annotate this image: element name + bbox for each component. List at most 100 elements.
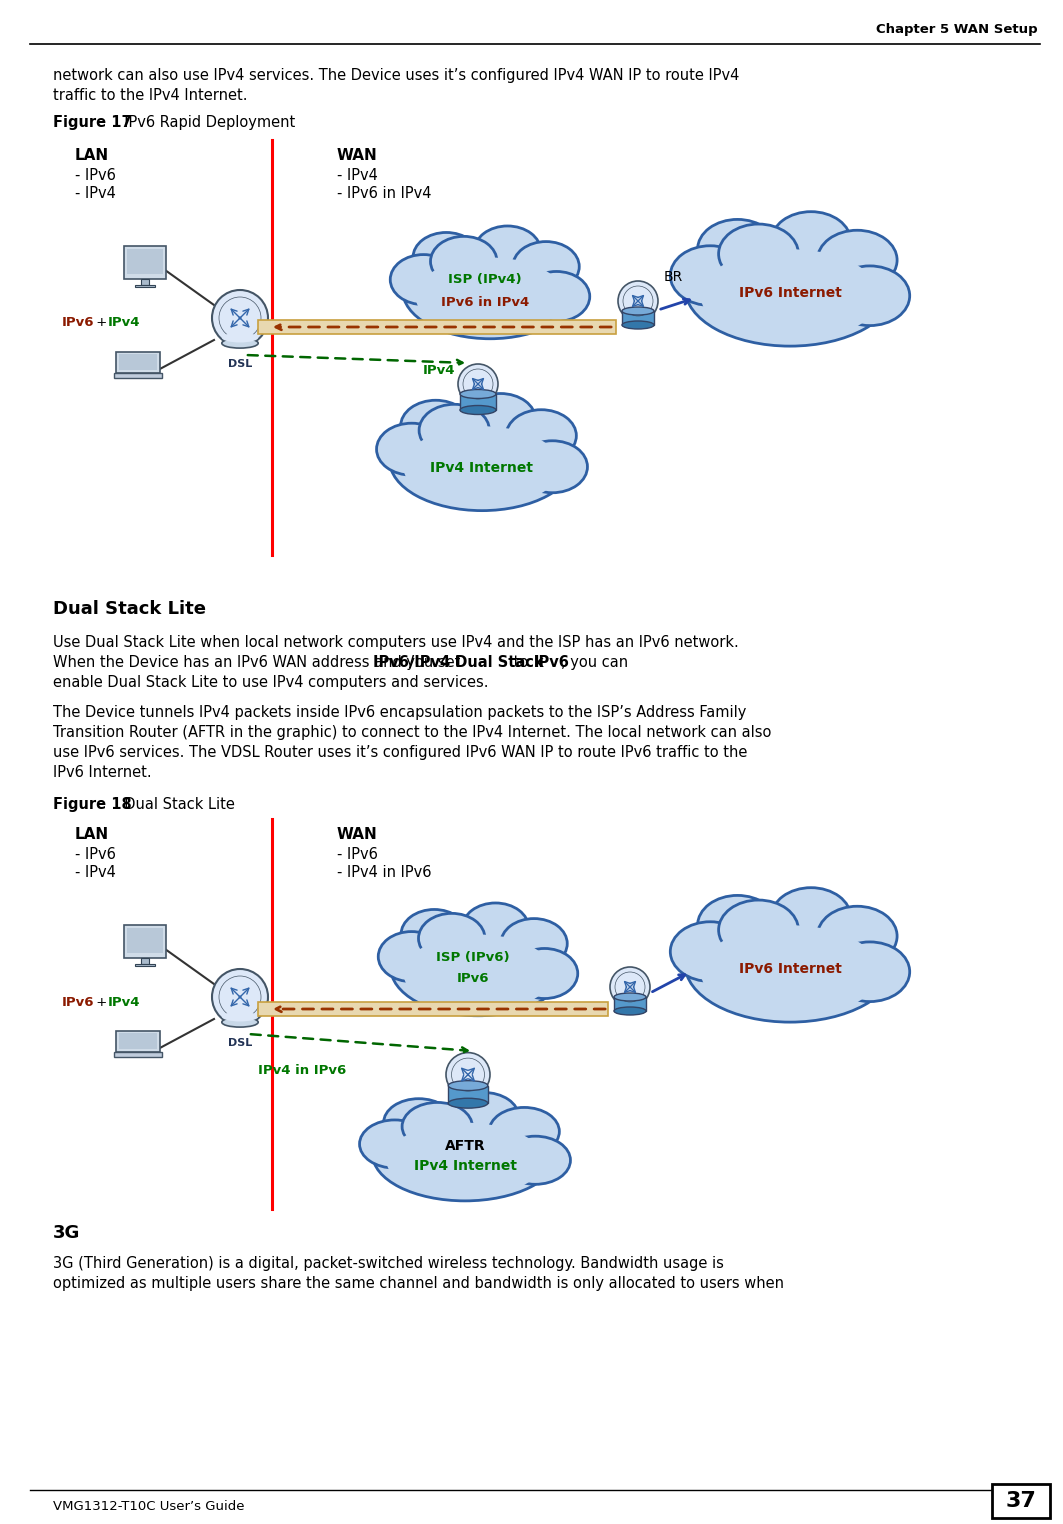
- Ellipse shape: [386, 1123, 543, 1198]
- Bar: [135, 963, 155, 966]
- Text: 3G (Third Generation) is a digital, packet-switched wireless technology. Bandwid: 3G (Third Generation) is a digital, pack…: [53, 1256, 724, 1271]
- Text: 3G: 3G: [53, 1224, 81, 1242]
- Text: The Device tunnels IPv4 packets inside IPv6 encapsulation packets to the ISP’s A: The Device tunnels IPv4 packets inside I…: [53, 706, 746, 719]
- Text: - IPv6: - IPv6: [75, 168, 116, 183]
- Ellipse shape: [719, 224, 798, 283]
- Ellipse shape: [830, 942, 910, 1001]
- Text: - IPv6 in IPv4: - IPv6 in IPv4: [337, 186, 432, 201]
- Text: IPv6 in IPv4: IPv6 in IPv4: [441, 296, 529, 308]
- Ellipse shape: [222, 338, 258, 347]
- Ellipse shape: [376, 424, 446, 475]
- Ellipse shape: [489, 1108, 559, 1155]
- Text: Dual Stack Lite: Dual Stack Lite: [115, 797, 235, 812]
- Ellipse shape: [460, 405, 496, 415]
- Ellipse shape: [719, 901, 798, 960]
- Text: ISP (IPv4): ISP (IPv4): [449, 273, 522, 287]
- Text: Use Dual Stack Lite when local network computers use IPv4 and the ISP has an IPv: Use Dual Stack Lite when local network c…: [53, 636, 739, 651]
- Ellipse shape: [685, 230, 895, 346]
- Text: network can also use IPv4 services. The Device uses it’s configured IPv4 WAN IP : network can also use IPv4 services. The …: [53, 69, 740, 82]
- Ellipse shape: [431, 236, 497, 287]
- Ellipse shape: [449, 1099, 488, 1108]
- Text: 37: 37: [1006, 1490, 1036, 1510]
- Ellipse shape: [771, 212, 850, 271]
- Text: - IPv4 in IPv6: - IPv4 in IPv6: [337, 866, 432, 879]
- Ellipse shape: [384, 1099, 454, 1148]
- Ellipse shape: [697, 219, 777, 279]
- Bar: [114, 1052, 162, 1056]
- Text: Transition Router (AFTR in the graphic) to connect to the IPv4 Internet. The loc: Transition Router (AFTR in the graphic) …: [53, 725, 772, 741]
- Ellipse shape: [685, 905, 895, 1023]
- Text: to: to: [509, 655, 533, 671]
- Ellipse shape: [378, 931, 444, 981]
- Ellipse shape: [389, 410, 574, 511]
- Bar: [622, 311, 654, 325]
- Bar: [460, 395, 496, 410]
- Text: - IPv4: - IPv4: [75, 866, 116, 879]
- Ellipse shape: [222, 1018, 258, 1027]
- Ellipse shape: [817, 907, 897, 966]
- Bar: [449, 1085, 488, 1103]
- Text: IPv4: IPv4: [108, 995, 140, 1009]
- Text: Figure 18: Figure 18: [53, 797, 132, 812]
- Text: traffic to the IPv4 Internet.: traffic to the IPv4 Internet.: [53, 88, 248, 104]
- Text: Chapter 5 WAN Setup: Chapter 5 WAN Setup: [876, 23, 1037, 37]
- Ellipse shape: [512, 242, 579, 291]
- Ellipse shape: [419, 913, 485, 963]
- Ellipse shape: [416, 258, 564, 335]
- Text: IPv6: IPv6: [534, 655, 570, 671]
- Ellipse shape: [518, 440, 588, 492]
- Ellipse shape: [449, 1093, 519, 1140]
- Text: Figure 17: Figure 17: [53, 114, 132, 130]
- Circle shape: [458, 364, 497, 404]
- Bar: [135, 285, 155, 288]
- Circle shape: [212, 290, 268, 346]
- Bar: [124, 925, 166, 957]
- Text: IPv6/IPv4 Dual Stack: IPv6/IPv4 Dual Stack: [373, 655, 543, 671]
- Bar: [126, 248, 163, 274]
- Ellipse shape: [817, 230, 897, 290]
- Bar: [141, 957, 149, 963]
- Ellipse shape: [622, 306, 654, 315]
- Ellipse shape: [506, 410, 576, 462]
- Ellipse shape: [222, 332, 258, 343]
- Text: IPv6 Internet: IPv6 Internet: [739, 287, 842, 300]
- Text: BR: BR: [664, 270, 684, 283]
- Bar: [116, 352, 161, 373]
- Text: IPv4: IPv4: [423, 364, 456, 376]
- Text: - IPv6: - IPv6: [337, 847, 377, 863]
- Text: IPv6: IPv6: [457, 972, 489, 986]
- Text: VMG1312-T10C User’s Guide: VMG1312-T10C User’s Guide: [53, 1500, 244, 1513]
- Text: IPv6 Internet.: IPv6 Internet.: [53, 765, 152, 780]
- FancyArrow shape: [258, 320, 615, 334]
- Text: enable Dual Stack Lite to use IPv4 computers and services.: enable Dual Stack Lite to use IPv4 compu…: [53, 675, 489, 690]
- Ellipse shape: [671, 922, 750, 981]
- Text: When the Device has an IPv6 WAN address and you set: When the Device has an IPv6 WAN address …: [53, 655, 465, 671]
- Text: use IPv6 services. The VDSL Router uses it’s configured IPv6 WAN IP to route IPv: use IPv6 services. The VDSL Router uses …: [53, 745, 747, 760]
- Text: IPv4 Internet: IPv4 Internet: [431, 460, 534, 475]
- Ellipse shape: [390, 919, 566, 1017]
- Ellipse shape: [501, 919, 568, 969]
- Text: LAN: LAN: [75, 828, 109, 841]
- Text: - IPv4: - IPv4: [75, 186, 116, 201]
- Bar: [141, 279, 149, 285]
- Text: optimized as multiple users share the same channel and bandwidth is only allocat: optimized as multiple users share the sa…: [53, 1276, 784, 1291]
- Bar: [119, 1033, 157, 1049]
- FancyArrow shape: [258, 1001, 608, 1017]
- Ellipse shape: [501, 1137, 571, 1184]
- Ellipse shape: [401, 401, 471, 453]
- Ellipse shape: [614, 1007, 646, 1015]
- Text: AFTR: AFTR: [444, 1138, 486, 1154]
- Text: IPv6: IPv6: [62, 995, 95, 1009]
- Text: IPv6 Internet: IPv6 Internet: [739, 962, 842, 975]
- Text: IPv4 in IPv6: IPv4 in IPv6: [258, 1064, 347, 1077]
- Bar: [614, 997, 646, 1010]
- Circle shape: [610, 968, 649, 1007]
- Text: , you can: , you can: [560, 655, 628, 671]
- Ellipse shape: [401, 910, 468, 960]
- Ellipse shape: [466, 393, 536, 445]
- Text: DSL: DSL: [227, 1038, 252, 1049]
- Text: IPv6: IPv6: [62, 317, 95, 329]
- Ellipse shape: [697, 896, 777, 956]
- Ellipse shape: [449, 1081, 488, 1091]
- Text: LAN: LAN: [75, 148, 109, 163]
